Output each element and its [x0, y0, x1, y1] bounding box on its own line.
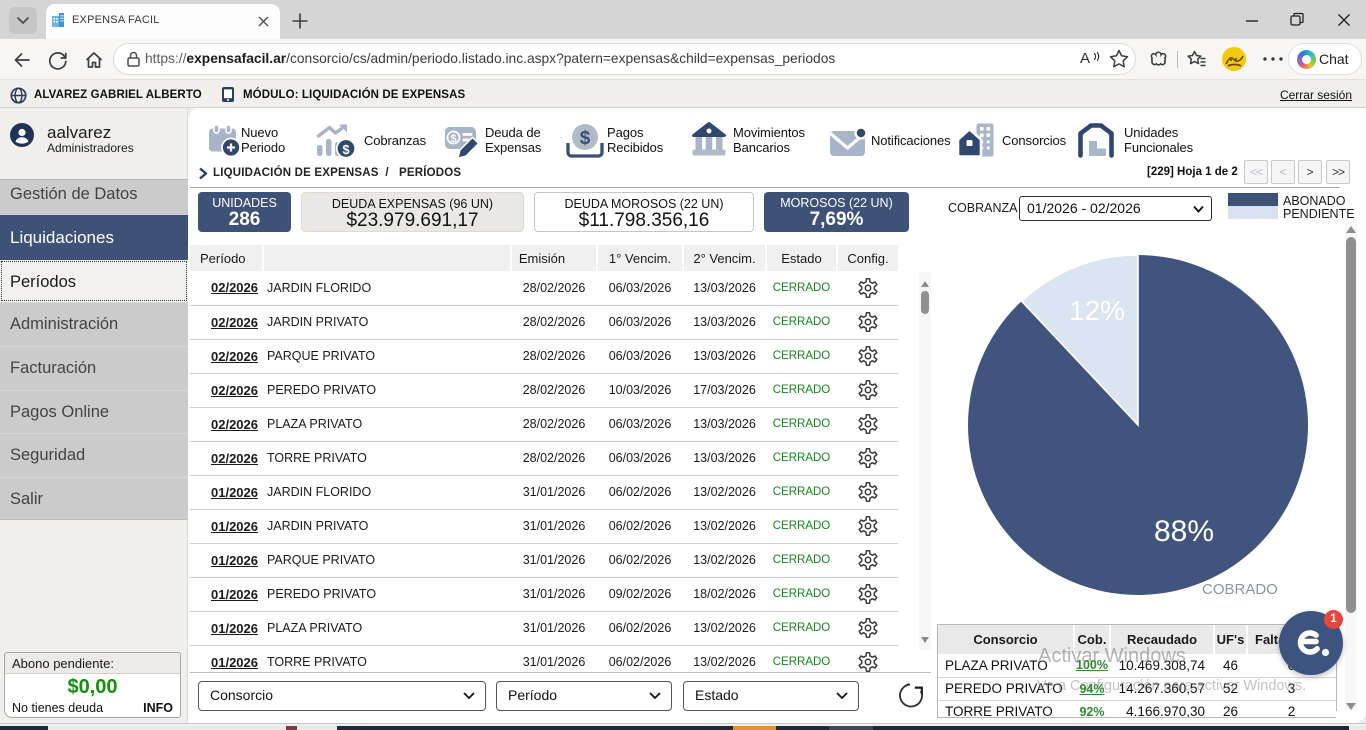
svg-text:$: $ — [342, 142, 350, 157]
svg-text:$: $ — [450, 133, 456, 145]
svg-text:$: $ — [580, 128, 591, 149]
